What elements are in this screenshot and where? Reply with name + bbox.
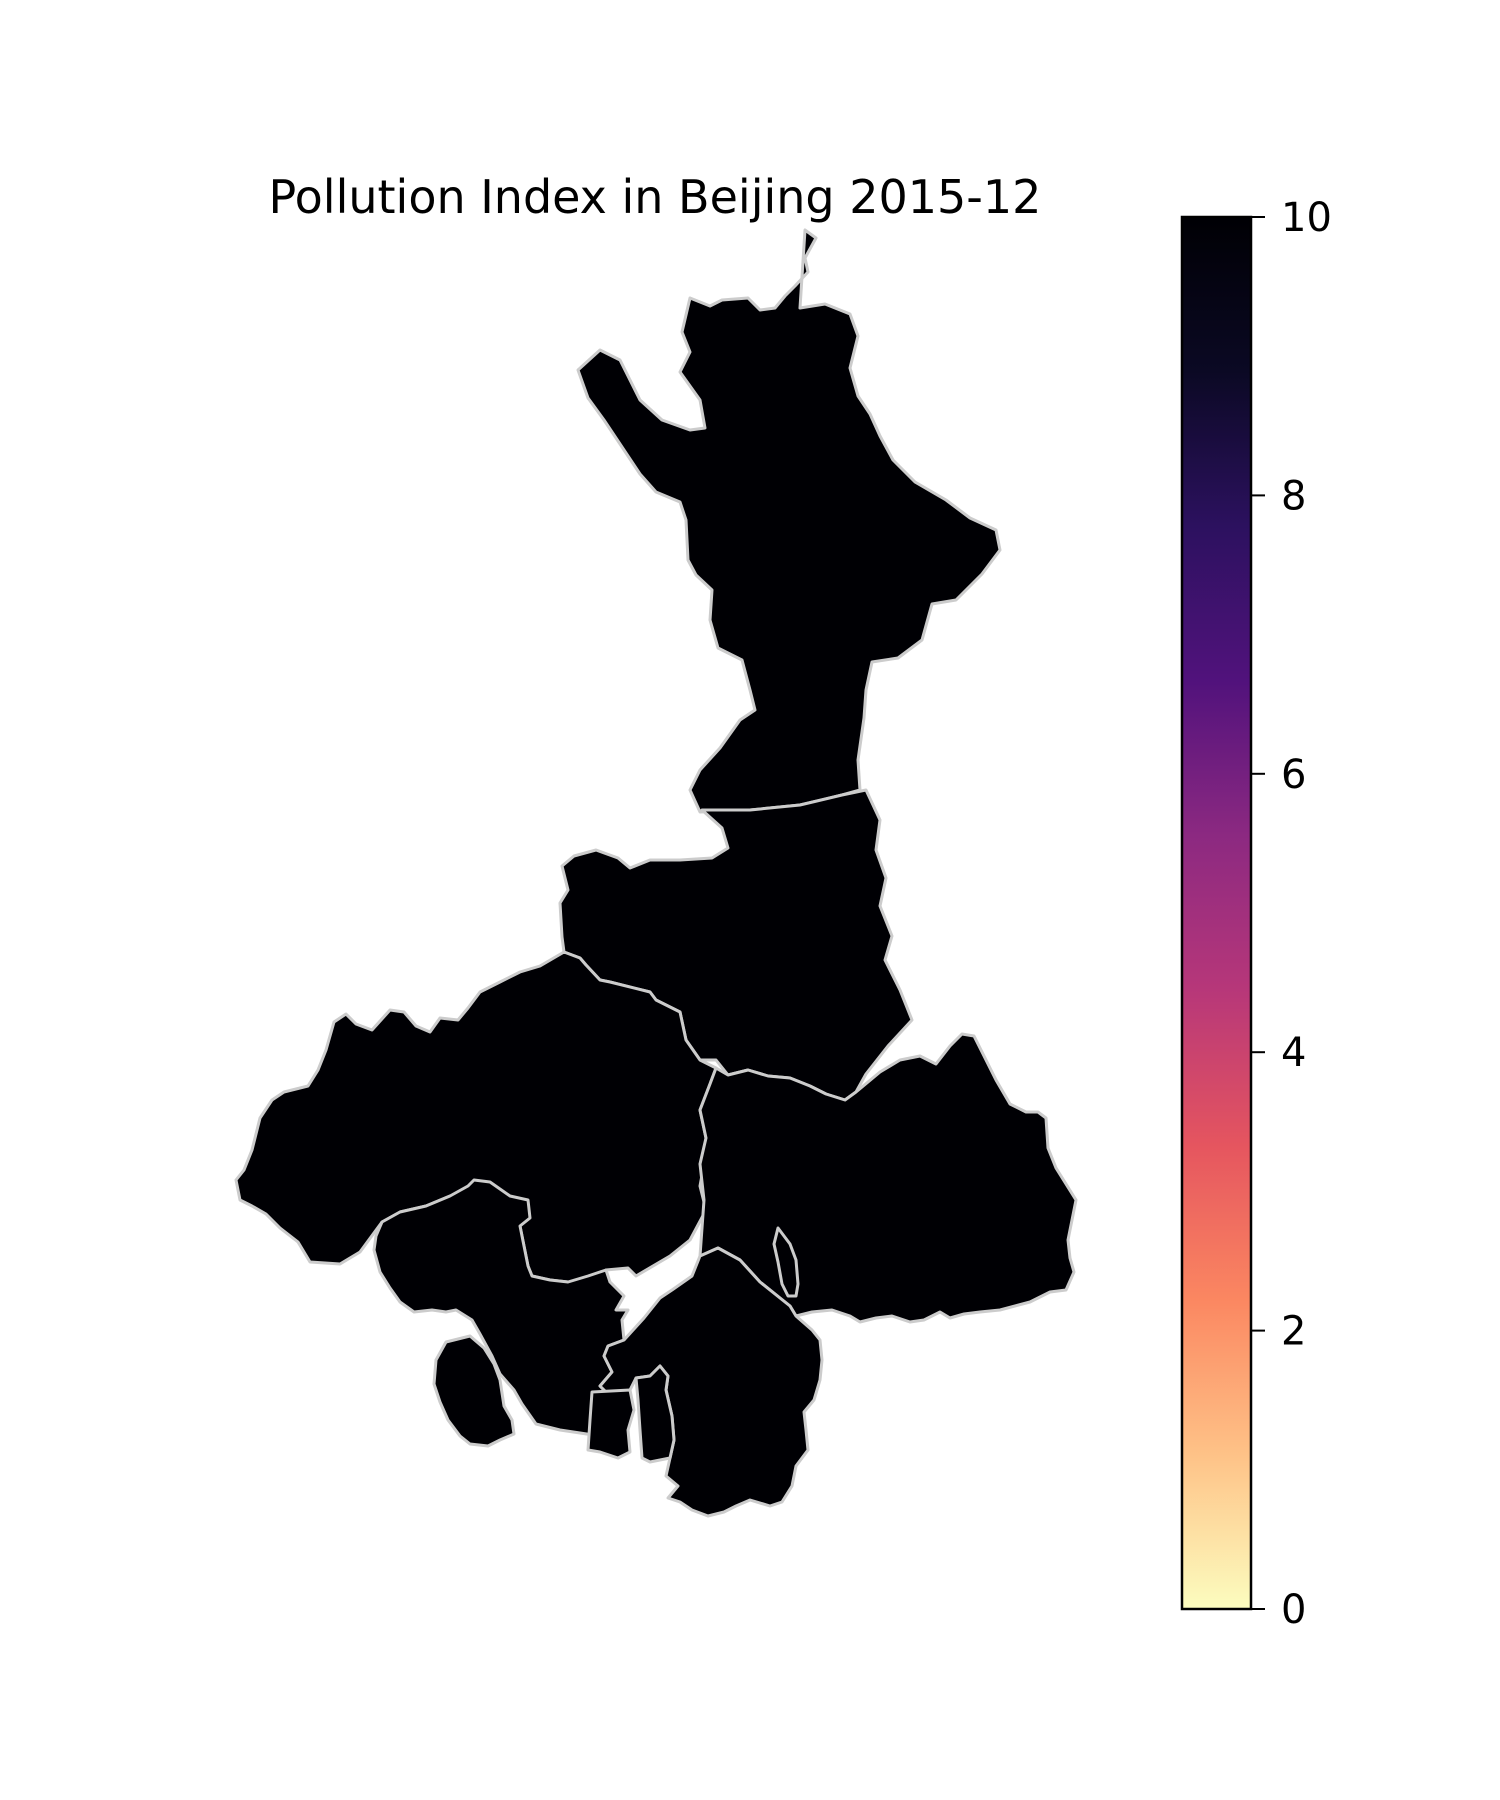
- district-central-a[interactable]: [586, 1388, 636, 1460]
- colorbar-frame: [1180, 215, 1253, 1611]
- colorbar-tick-label: 10: [1281, 195, 1332, 241]
- colorbar: 0 2 4 6 8 10: [1180, 195, 1332, 1633]
- colorbar-tick-label: 2: [1281, 1309, 1306, 1355]
- colorbar-ticks: 0 2 4 6 8 10: [1251, 195, 1332, 1633]
- colorbar-gradient: [1182, 217, 1251, 1609]
- colorbar-tick-label: 6: [1281, 752, 1306, 798]
- colorbar-tick-label: 8: [1281, 473, 1306, 519]
- district-far-southwest[interactable]: [432, 1334, 516, 1448]
- district-central-b[interactable]: [634, 1364, 676, 1464]
- district-south[interactable]: [598, 1246, 824, 1518]
- district-east[interactable]: [698, 1032, 1078, 1324]
- district-north[interactable]: [576, 228, 1002, 814]
- map-title: Pollution Index in Beijing 2015-12: [269, 170, 1042, 224]
- colorbar-tick-label: 4: [1281, 1030, 1306, 1076]
- map-layer: [234, 228, 1078, 1518]
- colorbar-tick-label: 0: [1281, 1587, 1306, 1633]
- river-island: [772, 1226, 800, 1298]
